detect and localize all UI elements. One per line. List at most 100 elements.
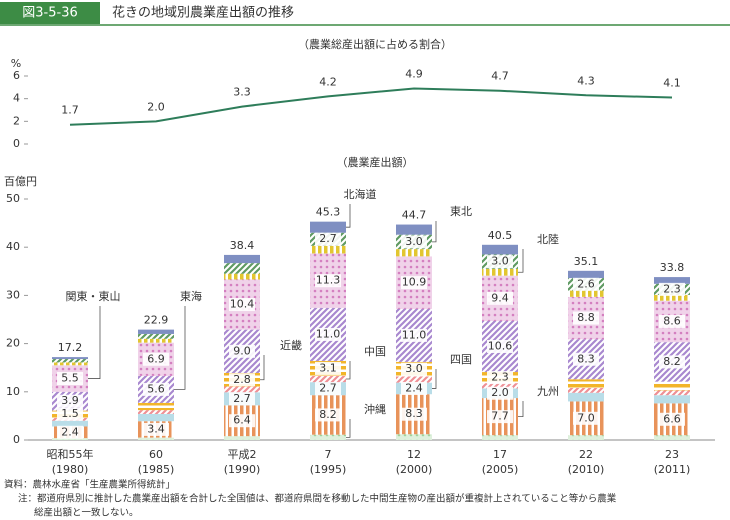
bar-segment (396, 376, 432, 383)
bar-segment (568, 435, 604, 440)
y-tick-label: 0 (13, 137, 20, 150)
x-tick-label: 22 (579, 448, 593, 461)
bar-segment (654, 381, 690, 391)
bar-segment (138, 338, 174, 343)
value-label: 9.4 (491, 291, 509, 304)
value-label: 7.7 (491, 410, 509, 423)
bar-segment (482, 244, 518, 255)
label-bg (315, 232, 341, 246)
bar-segment (568, 270, 604, 279)
value-label: 2.7 (319, 232, 337, 245)
label-bg (229, 392, 255, 406)
bar-segment (224, 436, 260, 440)
series-callout: 中国 (364, 345, 386, 358)
label-bg (57, 394, 83, 408)
bar-segment (654, 277, 690, 284)
value-label: 5.6 (147, 382, 165, 395)
bar-segment (52, 359, 88, 363)
x-tick-label: (2000) (396, 463, 433, 476)
total-label: 44.7 (402, 209, 427, 222)
value-label: 1.7 (61, 104, 79, 117)
y-tick-label: 10 (6, 385, 20, 398)
bar-segment (310, 221, 346, 233)
bar-segment (310, 434, 346, 440)
value-label: 5.5 (61, 372, 79, 385)
y-tick-label: 40 (6, 240, 20, 253)
label-bg (487, 339, 513, 353)
y-tick-label: 4 (13, 92, 20, 105)
value-label: 4.9 (405, 67, 423, 80)
value-label: 3.0 (405, 362, 423, 375)
value-label: 8.6 (663, 314, 681, 327)
x-tick-label: 7 (325, 448, 332, 461)
value-label: 3.9 (61, 394, 79, 407)
value-label: 6.4 (233, 414, 251, 427)
value-label: 2.8 (233, 373, 251, 386)
callout-line (346, 204, 351, 228)
label-bg (315, 274, 341, 288)
value-label: 1.5 (61, 407, 79, 420)
value-label: 11.0 (316, 327, 341, 340)
bar-segment (310, 375, 346, 383)
value-label: 2.0 (491, 386, 509, 399)
series-callout: 東海 (180, 289, 202, 303)
value-label: 2.3 (663, 282, 681, 295)
x-tick-label: 平成2 (228, 448, 257, 461)
note: 注：都道府県別に推計した農業産出額を合計した全国値は、都道府県間を移動した中間生… (18, 493, 617, 505)
value-label: 10.4 (230, 298, 255, 311)
total-label: 17.2 (58, 341, 83, 354)
bar-segment (224, 254, 260, 264)
x-tick-label: (1985) (138, 463, 175, 476)
value-label: 4.3 (577, 74, 595, 87)
series-callout: 近畿 (280, 338, 302, 352)
callout-line (518, 249, 524, 273)
value-label: 2.7 (233, 392, 251, 405)
total-label: 40.5 (488, 229, 513, 242)
label-bg (401, 407, 427, 421)
y-tick-label: 2 (13, 114, 20, 127)
label-bg (229, 373, 255, 387)
y-tick-label: 20 (6, 337, 20, 350)
bar-title: （農業産出額） (337, 155, 414, 169)
value-label: 8.2 (663, 355, 681, 368)
value-label: 8.2 (319, 408, 337, 421)
note: 総産出額と一致しない。 (34, 507, 139, 519)
label-bg (229, 344, 255, 358)
bar-segment (138, 410, 174, 414)
y-tick-label: 6 (13, 69, 20, 82)
label-bg (315, 361, 341, 375)
bar-segment (396, 249, 432, 257)
label-bg (143, 352, 169, 366)
callout-line (518, 401, 524, 418)
bar-segment (482, 435, 518, 440)
callout-line (346, 419, 351, 438)
total-label: 35.1 (574, 255, 599, 268)
bar-segment (138, 329, 174, 334)
label-bg (573, 352, 599, 366)
x-tick-label: (1980) (52, 463, 89, 476)
figure-number: 図3-5-36 (22, 6, 77, 21)
label-bg (573, 277, 599, 291)
total-label: 22.9 (144, 314, 169, 327)
label-bg (57, 372, 83, 386)
total-label: 33.8 (660, 261, 685, 274)
bar-segment (482, 268, 518, 276)
series-callout: 沖縄 (364, 402, 386, 416)
label-bg (487, 255, 513, 269)
value-label: 8.8 (577, 311, 595, 324)
bar-segment (396, 224, 432, 235)
label-bg (401, 328, 427, 342)
label-bg (659, 412, 685, 426)
callout-line (88, 306, 101, 379)
label-bg (487, 410, 513, 424)
value-label: 6.9 (147, 352, 165, 365)
value-label: 6.6 (663, 412, 681, 425)
title: 花きの地域別農業産出額の推移 (112, 5, 294, 21)
value-label: 2.4 (405, 381, 423, 394)
bar-segment (482, 383, 518, 389)
value-label: 3.4 (147, 422, 165, 435)
label-bg (659, 314, 685, 328)
callout-line (432, 221, 437, 243)
series-callout: 北陸 (537, 233, 559, 246)
